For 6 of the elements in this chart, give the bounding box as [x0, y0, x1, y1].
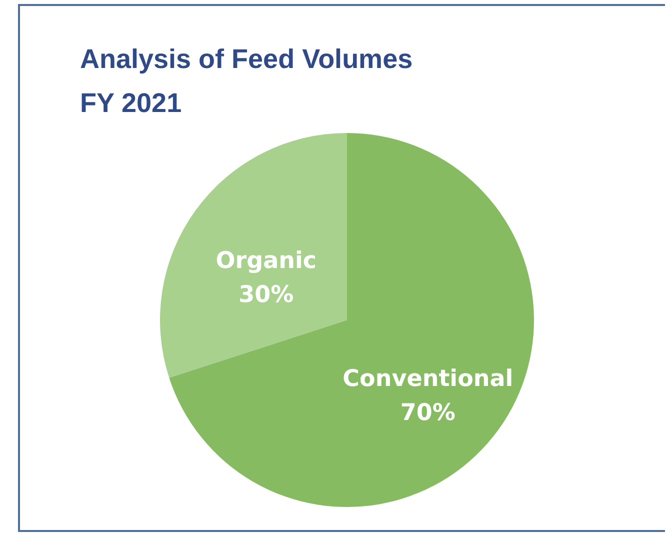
slice-label: Organic [216, 248, 316, 274]
data-label: 30% [238, 282, 294, 308]
data-label: 70% [400, 400, 456, 426]
pie-slice [169, 133, 534, 507]
slice-label: Conventional [342, 366, 514, 392]
chart-title: Analysis of Feed Volumes FY 2021 [80, 44, 413, 118]
